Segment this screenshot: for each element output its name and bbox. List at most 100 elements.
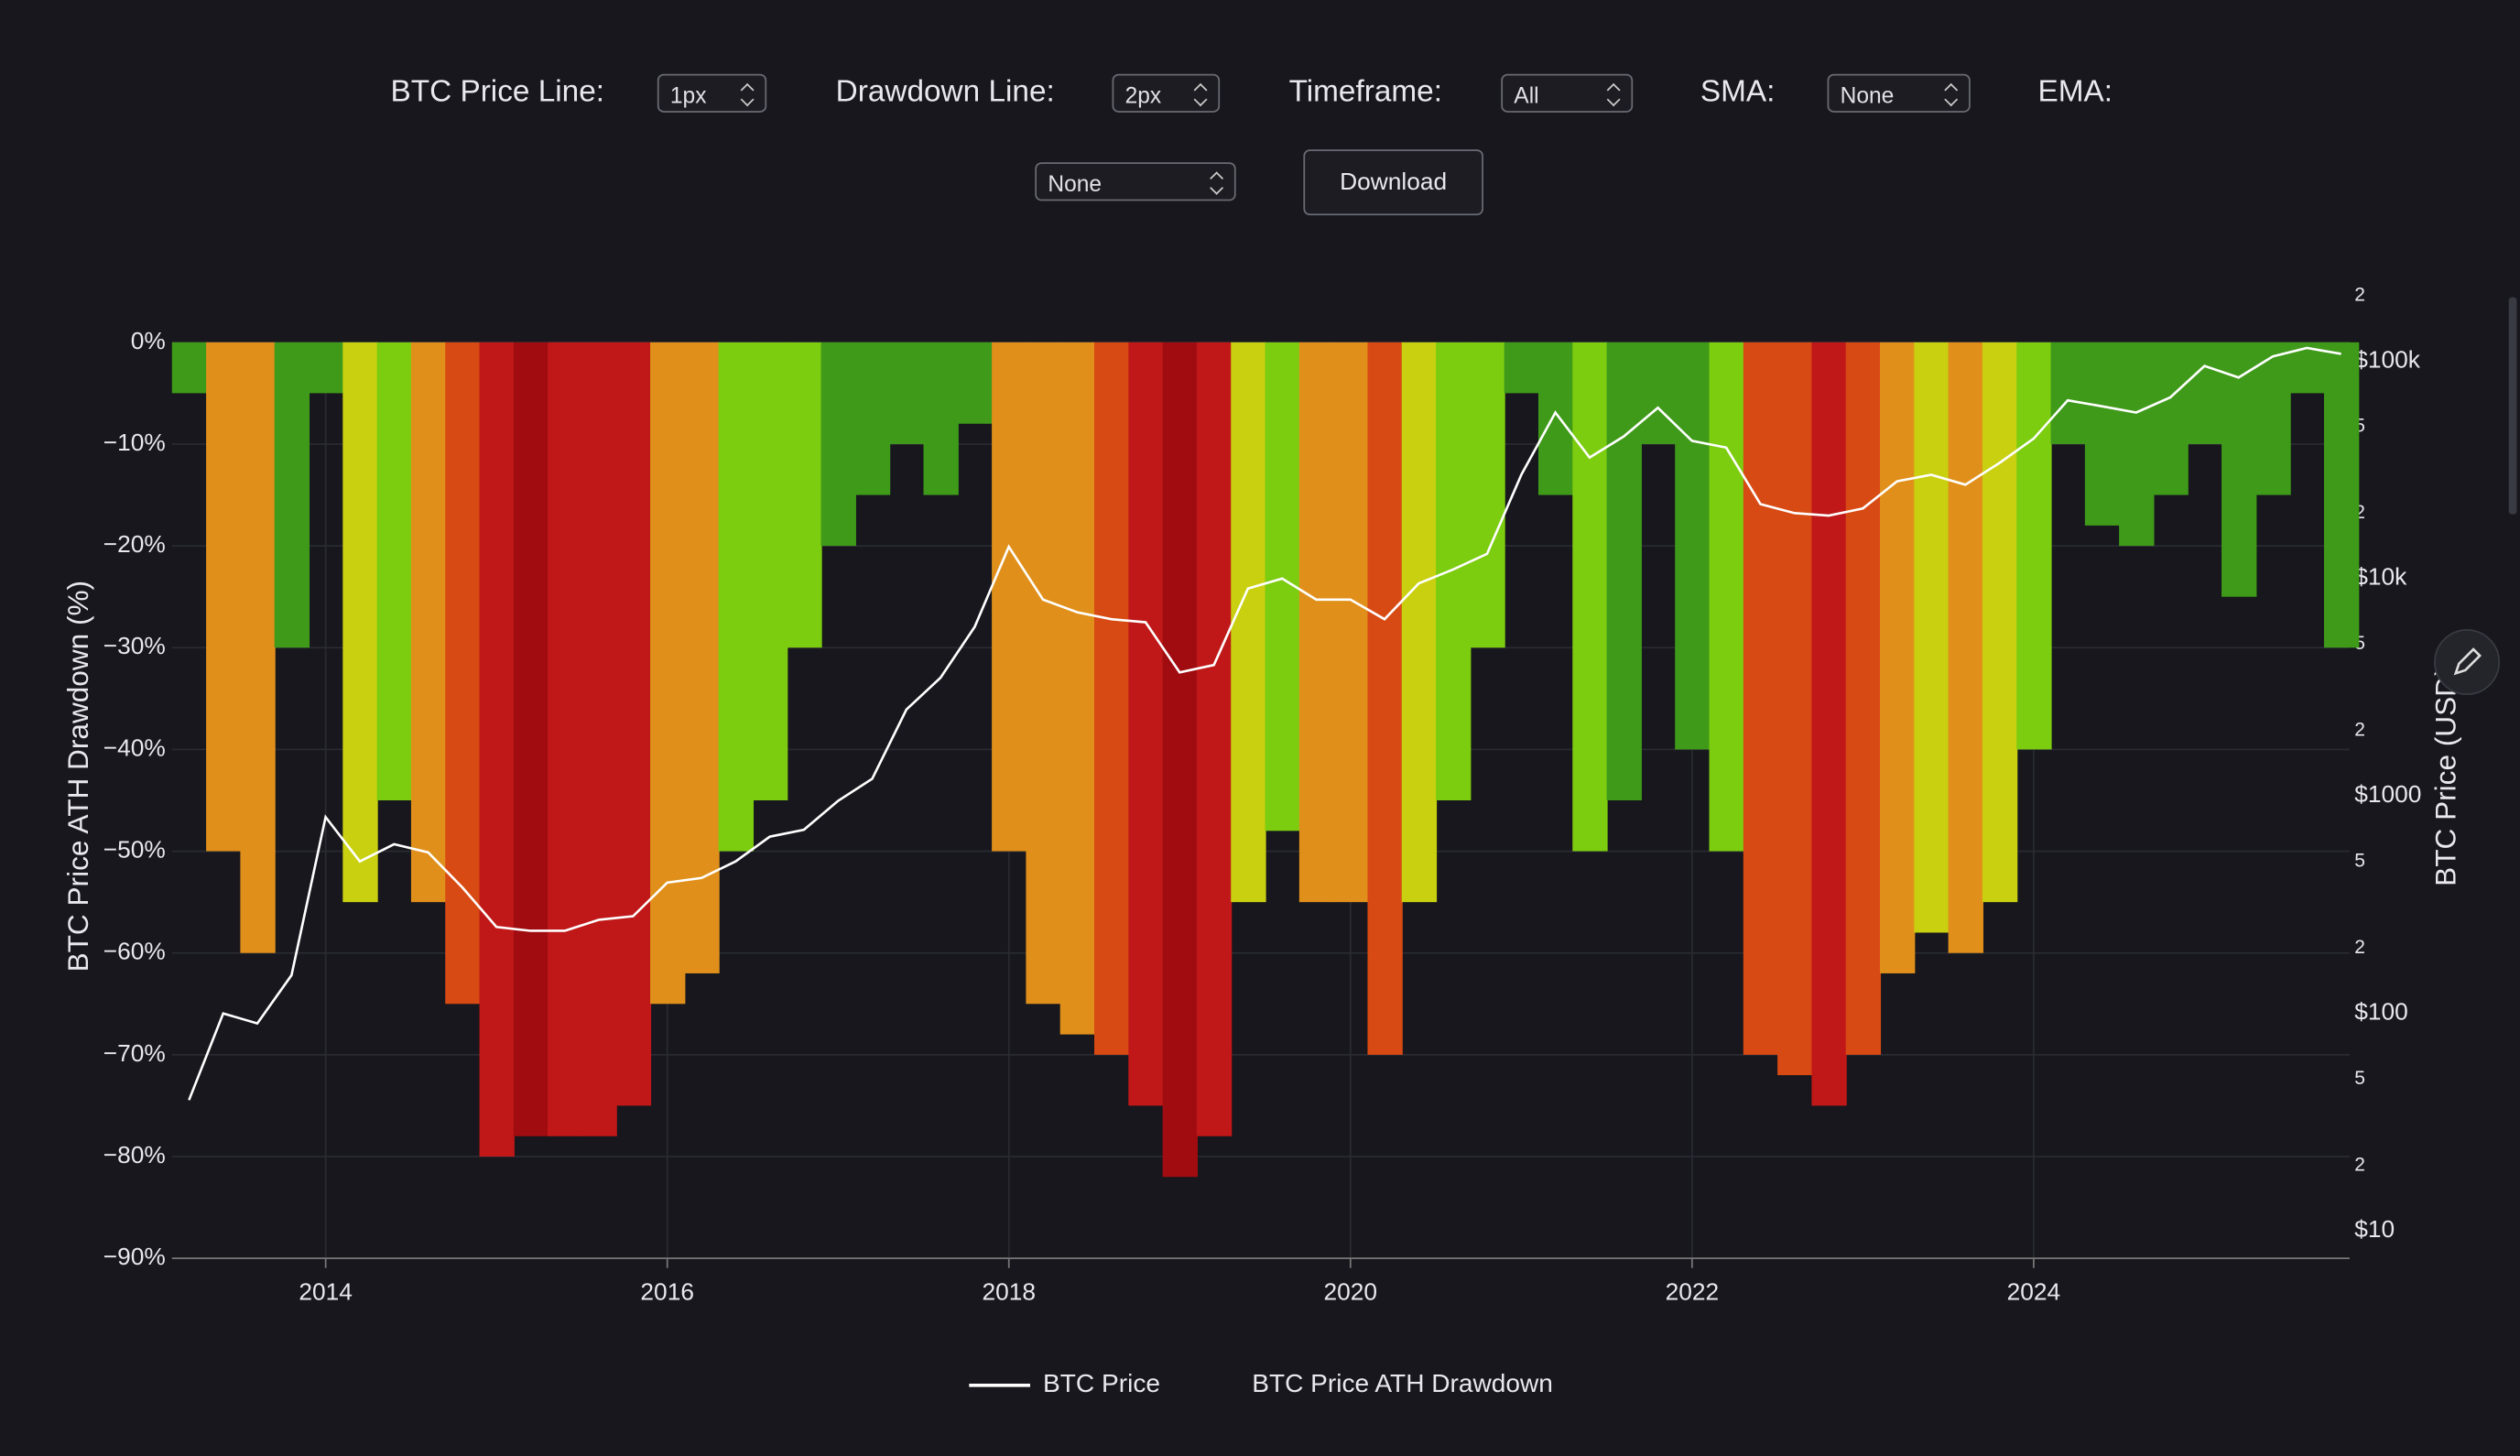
control-label: EMA:: [2037, 75, 2113, 110]
y-tick-label: −50%: [103, 836, 166, 864]
y2-tick-label: 2: [2354, 719, 2365, 740]
select[interactable]: 1px: [657, 73, 767, 113]
drawdown-bar: [309, 342, 344, 394]
drawdown-bar: [1948, 342, 1983, 953]
drawdown-bar: [854, 342, 891, 495]
x-tick-label: 2024: [2007, 1278, 2061, 1306]
control-label: BTC Price Line:: [390, 75, 604, 110]
drawdown-bar: [1401, 342, 1438, 903]
drawdown-bar: [923, 342, 959, 495]
y-tick-label: −70%: [103, 1039, 166, 1067]
drawdown-bar: [548, 342, 583, 1136]
y2-tick-label: $10k: [2354, 563, 2407, 591]
y-tick-label: −80%: [103, 1141, 166, 1168]
drawdown-bar: [1504, 342, 1540, 394]
drawdown-bar: [1845, 342, 1882, 1055]
drawdown-bar: [889, 342, 925, 444]
y2-tick-label: 2: [2354, 1154, 2365, 1175]
drawdown-bar: [1777, 342, 1813, 1076]
drawdown-bar: [684, 342, 720, 973]
drawdown-bar: [376, 342, 412, 800]
y-tick-label: −20%: [103, 530, 166, 558]
y-tick-label: −90%: [103, 1243, 166, 1270]
drawdown-bar: [1537, 342, 1574, 495]
drawdown-bar: [992, 342, 1027, 852]
y2-tick-label: 2: [2354, 284, 2365, 305]
y-tick-label: −10%: [103, 429, 166, 456]
control-label: Timeframe:: [1288, 75, 1442, 110]
drawdown-bar: [1333, 342, 1369, 903]
y2-tick-label: $1000: [2354, 780, 2421, 808]
drawdown-bar: [1231, 342, 1266, 903]
drawdown-bar: [2187, 342, 2223, 444]
drawdown-bar: [479, 342, 515, 1157]
drawdown-bar: [206, 342, 242, 852]
y2-axis-title: BTC Price (USD): [2428, 666, 2461, 886]
drawdown-bar: [820, 342, 856, 547]
drawdown-bar: [1914, 342, 1950, 933]
price-line: [188, 346, 2341, 1101]
select[interactable]: None: [1035, 162, 1236, 201]
drawdown-bar: [1743, 342, 1779, 1055]
drawdown-bar: [1640, 342, 1677, 444]
x-tick-label: 2022: [1666, 1278, 1720, 1306]
drawdown-bar: [445, 342, 481, 1005]
y-tick-label: −40%: [103, 733, 166, 761]
select[interactable]: 2px: [1112, 73, 1221, 113]
drawdown-bar: [274, 342, 310, 648]
drawdown-bar: [2016, 342, 2052, 750]
x-tick-label: 2018: [982, 1278, 1036, 1306]
edit-button[interactable]: [2434, 629, 2501, 696]
control-label: SMA:: [1700, 75, 1776, 110]
drawdown-bar: [650, 342, 686, 1005]
drawdown-bar: [1606, 342, 1642, 800]
drawdown-bar: [171, 342, 208, 394]
drawdown-bar: [2221, 342, 2257, 597]
drawdown-bar: [2119, 342, 2155, 547]
drawdown-bar: [1811, 342, 1847, 1106]
y-tick-label: −30%: [103, 632, 166, 659]
scrollbar: [2508, 297, 2517, 515]
control-label: Drawdown Line:: [835, 75, 1055, 110]
y2-tick-label: 2: [2354, 502, 2365, 523]
x-tick-label: 2020: [1324, 1278, 1378, 1306]
drawdown-bar: [615, 342, 652, 1106]
drawdown-bar: [1298, 342, 1335, 903]
drawdown-bar: [1059, 342, 1096, 1035]
y-tick-label: 0%: [131, 327, 166, 354]
drawdown-bar: [718, 342, 755, 852]
drawdown-bar: [787, 342, 822, 648]
y2-tick-label: 5: [2354, 850, 2365, 871]
drawdown-bar: [957, 342, 994, 424]
drawdown-bar: [2084, 342, 2121, 526]
drawdown-bar: [581, 342, 617, 1136]
y2-tick-label: 5: [2354, 1068, 2365, 1089]
y2-tick-label: $100k: [2354, 345, 2421, 373]
drawdown-bar: [2323, 342, 2360, 648]
drawdown-bar: [1572, 342, 1608, 852]
legend-label: BTC Price: [1043, 1369, 1160, 1397]
y-tick-label: −60%: [103, 938, 166, 965]
drawdown-bar: [513, 342, 549, 1136]
select[interactable]: None: [1827, 73, 1971, 113]
select[interactable]: All: [1501, 73, 1634, 113]
drawdown-bar: [342, 342, 378, 903]
drawdown-bar: [2050, 342, 2086, 444]
drawdown-bar: [1128, 342, 1164, 1106]
edit-icon: [2453, 647, 2482, 676]
drawdown-bar: [1094, 342, 1130, 1055]
download-button[interactable]: Download: [1303, 149, 1483, 216]
drawdown-bar: [1196, 342, 1233, 1136]
drawdown-bar: [1470, 342, 1505, 648]
y2-tick-label: $10: [2354, 1215, 2395, 1243]
drawdown-bar: [2255, 342, 2291, 495]
y2-tick-label: 5: [2354, 633, 2365, 654]
drawdown-bar: [1880, 342, 1916, 973]
drawdown-bar: [1675, 342, 1711, 750]
x-tick-label: 2014: [299, 1278, 353, 1306]
y2-tick-label: 5: [2354, 415, 2365, 436]
drawdown-bar: [410, 342, 447, 903]
drawdown-bar: [1162, 342, 1198, 1178]
